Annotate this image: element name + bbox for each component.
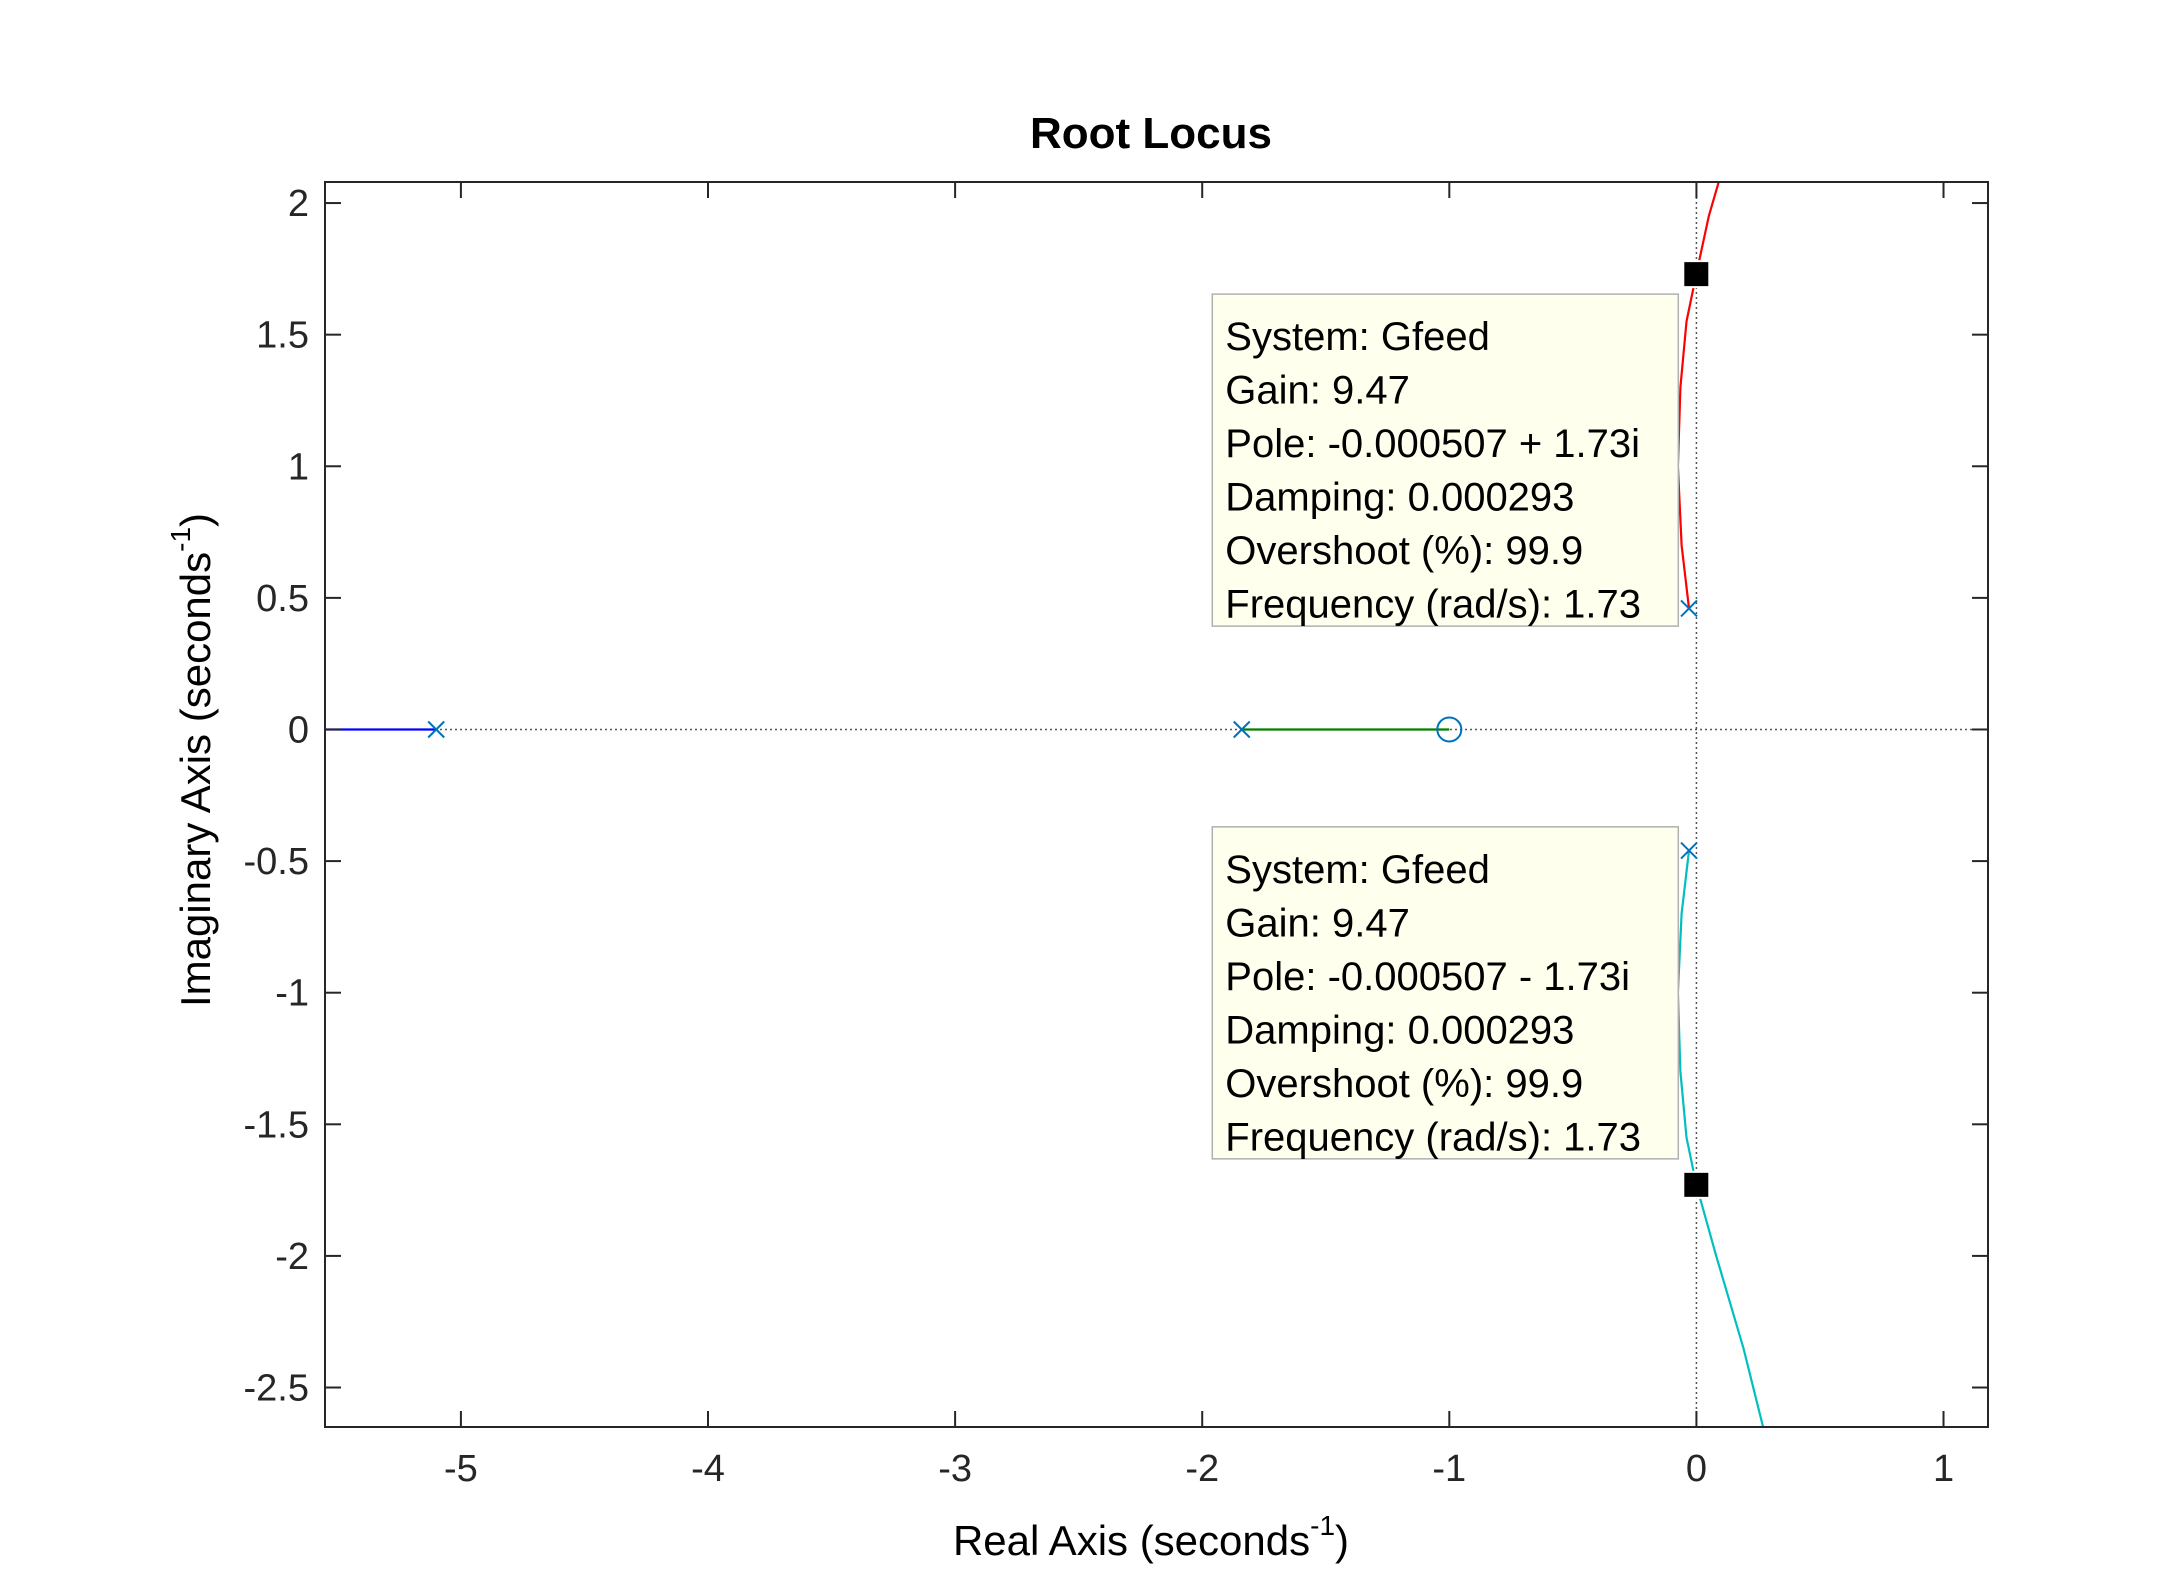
pole-marker-1 (427, 720, 445, 739)
datatip-line: Pole: -0.000507 - 1.73i (1225, 955, 1630, 999)
datatip-line: Overshoot (%): 99.9 (1225, 529, 1583, 573)
datatip-box (1211, 293, 1680, 627)
x-tick-label: 1 (1933, 1448, 1954, 1490)
datatip-line: System: Gfeed (1225, 315, 1490, 359)
y-tick-label: 0.5 (256, 578, 309, 620)
datatip-box (1211, 826, 1680, 1160)
x-tick-label: 0 (1686, 1448, 1707, 1490)
y-tick-label: 2 (288, 183, 309, 225)
x-tick-label: -4 (691, 1448, 725, 1490)
x-axis-label: Real Axis (seconds-1) (953, 1510, 1349, 1564)
y-tick-label: -1 (275, 973, 309, 1015)
datatip-line: Frequency (rad/s): 1.73 (1225, 1115, 1641, 1159)
axes-frame (324, 181, 1989, 1428)
datatip-line: Damping: 0.000293 (1225, 1008, 1574, 1052)
selected-point-1 (1682, 260, 1711, 289)
locus-branch-4 (1676, 850, 1765, 1427)
chart-title: Root Locus (1030, 109, 1272, 158)
y-tick-label: 0 (288, 709, 309, 751)
datatip-line: Gain: 9.47 (1225, 369, 1410, 413)
x-tick-label: -5 (444, 1448, 478, 1490)
datatip-line: Damping: 0.000293 (1225, 476, 1574, 520)
x-tick-label: -1 (1432, 1448, 1466, 1490)
y-tick-label: 1 (288, 446, 309, 488)
plot-area (325, 182, 1988, 1427)
y-axis-label: Imaginary Axis (seconds-1) (165, 513, 219, 1007)
selected-point-2 (1682, 1170, 1711, 1199)
y-tick-label: -1.5 (244, 1104, 309, 1146)
locus-branch-3 (1676, 182, 1720, 609)
pole-marker-3 (1680, 599, 1698, 618)
x-tick-label: -2 (1185, 1448, 1219, 1490)
y-tick-label: -2.5 (244, 1368, 309, 1410)
zero-marker-1 (1436, 716, 1463, 743)
y-tick-label: -0.5 (244, 841, 309, 883)
datatip-2: System: Gfeed Gain: 9.47 Pole: -0.000507 -… (1211, 826, 1680, 1160)
y-tick-label: 1.5 (256, 315, 309, 357)
y-tick-label: -2 (275, 1236, 309, 1278)
pole-marker-4 (1680, 841, 1698, 860)
datatip-1: System: Gfeed Gain: 9.47 Pole: -0.000507 +… (1211, 293, 1680, 627)
datatip-line: Pole: -0.000507 + 1.73i (1225, 422, 1640, 466)
datatip-line: Gain: 9.47 (1225, 901, 1410, 945)
datatip-line: System: Gfeed (1225, 848, 1490, 892)
datatip-line: Frequency (rad/s): 1.73 (1225, 583, 1641, 627)
x-tick-label: -3 (938, 1448, 972, 1490)
pole-marker-2 (1233, 720, 1251, 739)
datatip-line: Overshoot (%): 99.9 (1225, 1062, 1583, 1106)
